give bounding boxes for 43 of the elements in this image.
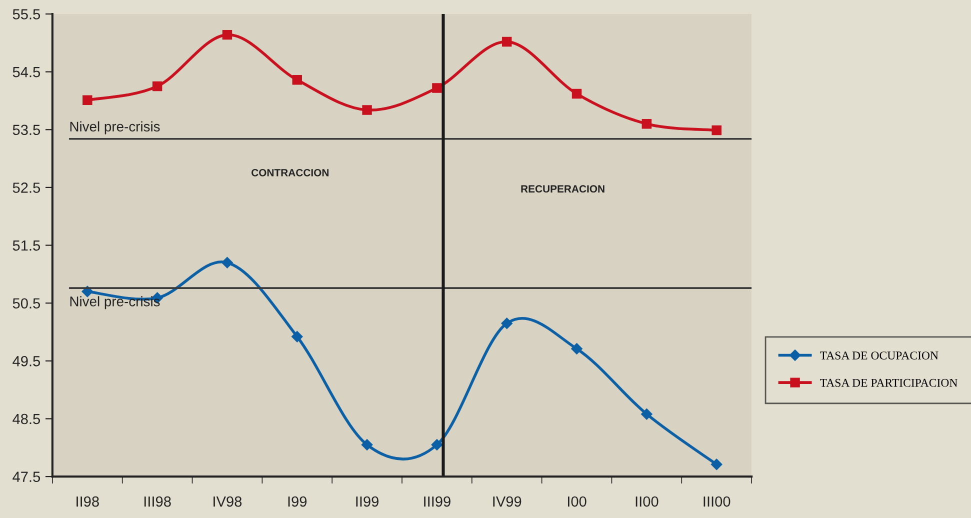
point <box>222 30 232 40</box>
y-tick-label: 53.5 <box>12 124 40 136</box>
point <box>432 83 442 93</box>
point <box>502 36 512 47</box>
x-tick-label: I00 <box>568 496 586 507</box>
y-tick-label: 52.5 <box>12 182 40 193</box>
point <box>82 95 92 105</box>
point <box>362 105 372 115</box>
x-tick-label: III98 <box>144 496 171 507</box>
x-tick-label: II99 <box>356 496 379 507</box>
y-tick-label: 49.5 <box>12 356 40 366</box>
point <box>710 458 722 470</box>
point <box>152 81 162 92</box>
y-tick-label: 47.5 <box>12 472 40 482</box>
legend-label: TASA DE OCUPACION <box>820 352 938 360</box>
point <box>572 88 582 99</box>
point <box>571 343 582 354</box>
annotation: RECUPERACION <box>521 185 604 193</box>
x-tick-label: IV99 <box>493 496 522 507</box>
x-tick-label: I99 <box>288 496 307 507</box>
y-tick-label: 50.5 <box>12 298 40 309</box>
point <box>361 439 373 450</box>
y-tick-label: 48.5 <box>12 414 40 424</box>
ref-line-label: Nivel pre-crisis <box>70 121 160 134</box>
point <box>712 125 722 136</box>
x-tick-label: IV98 <box>214 496 242 507</box>
point <box>501 318 512 329</box>
x-tick-label: II98 <box>76 496 99 507</box>
annotation: CONTRACCION <box>252 168 328 176</box>
legend-label: TASA DE PARTICIPACION <box>820 378 958 387</box>
point <box>641 408 652 420</box>
x-tick-label: II00 <box>636 496 658 507</box>
y-tick-label: 54.5 <box>12 67 40 78</box>
x-tick-label: III99 <box>424 496 450 507</box>
point <box>642 118 652 129</box>
x-tick-label: III00 <box>704 496 730 507</box>
point <box>431 439 443 450</box>
ref-line-label: Nivel pre-crisis <box>70 296 160 310</box>
point <box>222 257 233 268</box>
y-tick-label: 51.5 <box>12 240 40 251</box>
point <box>292 331 303 342</box>
point <box>292 75 302 85</box>
y-tick-label: 55.5 <box>12 9 40 20</box>
